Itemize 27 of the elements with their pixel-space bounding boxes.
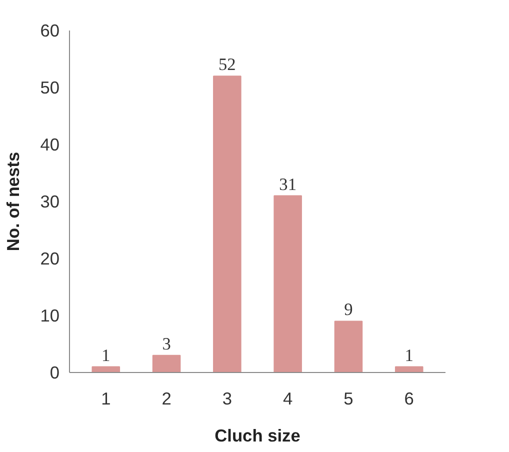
x-tick-label: 6	[404, 388, 414, 408]
bar	[334, 320, 363, 372]
x-tick-label: 2	[162, 388, 172, 408]
y-tick-label: 10	[40, 306, 60, 326]
data-label: 31	[279, 174, 296, 194]
data-label: 9	[344, 300, 353, 320]
data-label: 52	[218, 55, 236, 74]
y-tick-label: 20	[40, 248, 60, 268]
y-tick-label: 60	[40, 20, 60, 40]
x-tick-label: 1	[101, 388, 111, 408]
bar	[394, 366, 424, 372]
bar	[92, 366, 120, 372]
data-label: 1	[102, 346, 110, 365]
y-tick-label: 0	[50, 362, 60, 382]
y-axis-title: No. of nests	[3, 152, 24, 252]
x-tick-label: 3	[222, 388, 232, 408]
y-tick-label: 50	[40, 78, 60, 98]
x-axis-title: Cluch size	[214, 426, 301, 446]
x-tick-label: 5	[344, 388, 354, 408]
y-tick-label: 30	[40, 192, 60, 212]
data-label: 3	[162, 334, 171, 354]
bar	[274, 195, 302, 372]
bar	[213, 76, 242, 372]
x-tick-label: 4	[283, 388, 294, 408]
data-label: 1	[404, 346, 414, 365]
y-tick-label: 40	[40, 134, 60, 154]
bar	[152, 354, 181, 372]
